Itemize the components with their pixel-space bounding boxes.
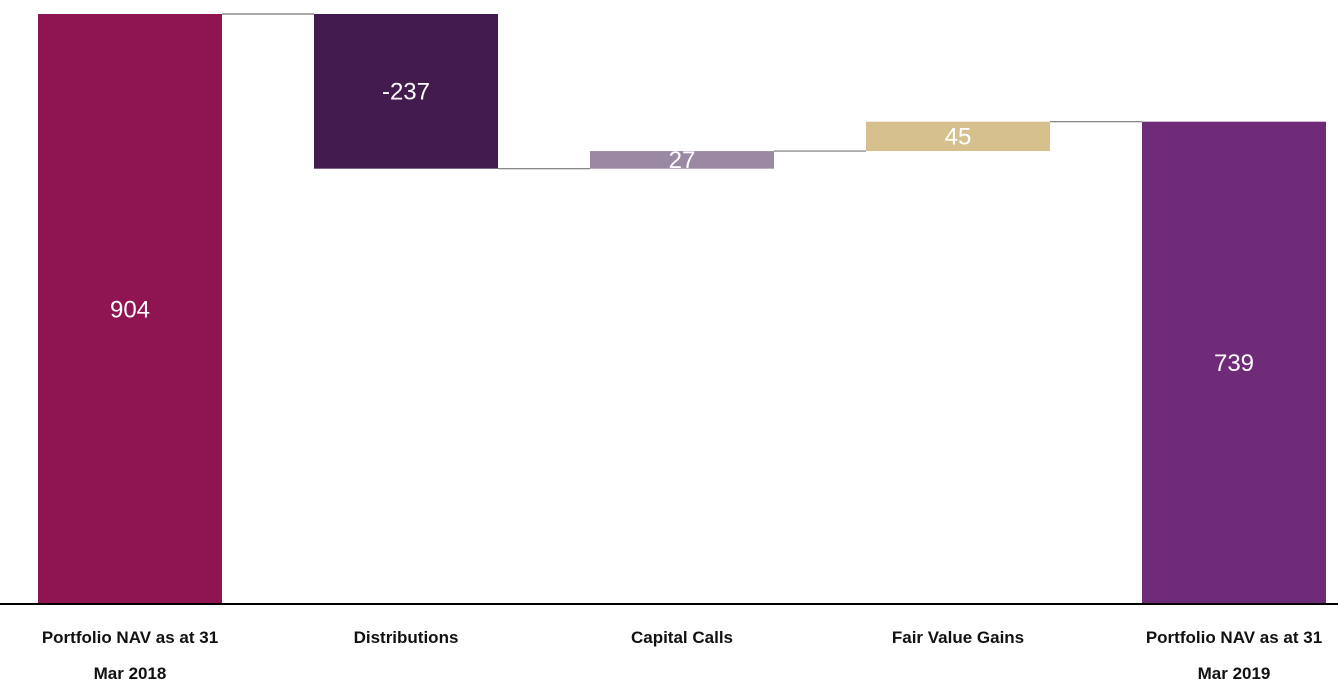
x-tick-label: Distributions <box>353 628 459 647</box>
bar <box>38 14 222 604</box>
data-label: 904 <box>110 296 150 323</box>
x-tick-label: Portfolio NAV as at 31 Mar 2018 <box>41 628 219 683</box>
data-label: 45 <box>945 124 972 151</box>
bar <box>866 121 1050 152</box>
data-label: 27 <box>669 147 696 174</box>
bar <box>314 14 498 169</box>
x-tick-label: Portfolio NAV as at 31 Mar 2019 <box>1145 628 1323 683</box>
data-label: -237 <box>382 79 430 106</box>
x-tick-label: Fair Value Gains <box>891 628 1025 647</box>
data-label: 739 <box>1214 350 1254 377</box>
bar <box>590 151 774 169</box>
bar <box>1142 121 1326 604</box>
x-tick-label: Capital Calls <box>630 628 734 647</box>
